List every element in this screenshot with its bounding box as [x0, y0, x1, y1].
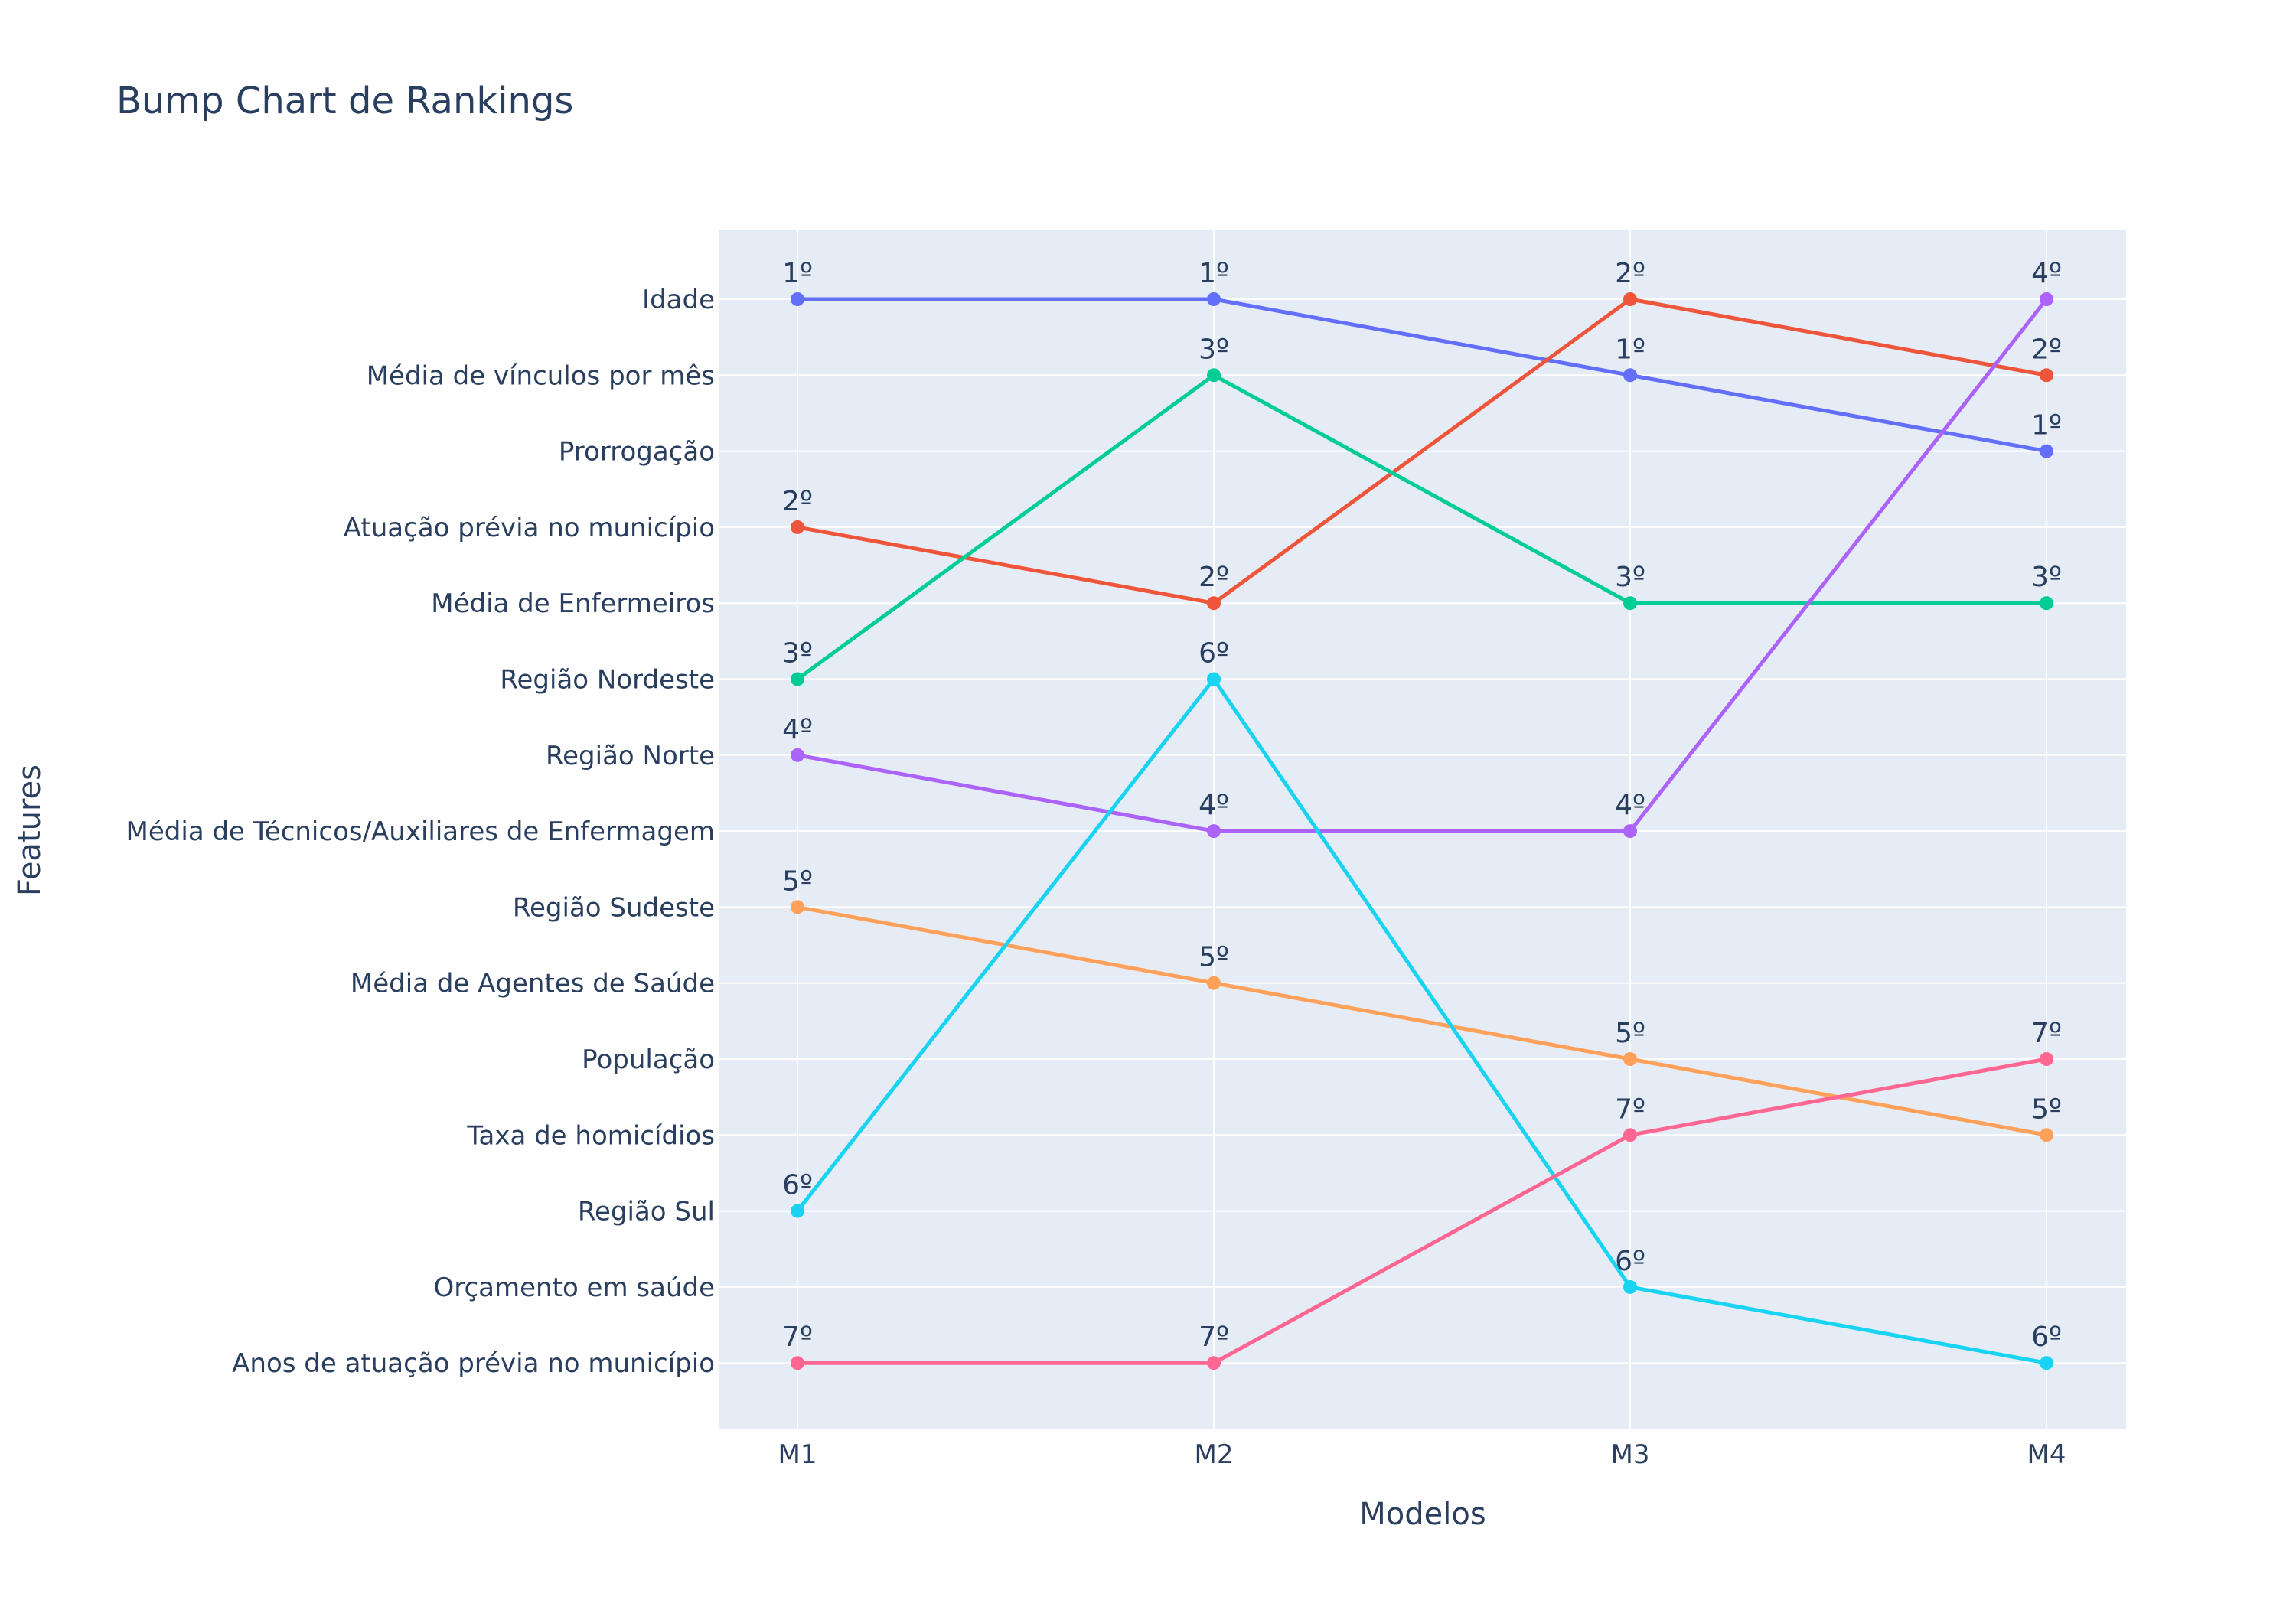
data-point — [2040, 444, 2053, 458]
y-tick-label: Prorrogação — [559, 437, 715, 468]
data-point — [791, 1356, 804, 1370]
series-line — [796, 677, 2047, 1365]
x-tick-label: M1 — [778, 1439, 817, 1470]
data-point — [2040, 1356, 2053, 1370]
series-line — [797, 298, 2048, 833]
x-axis-tick-labels: M1 M2 M3 M4 — [778, 1439, 2066, 1470]
data-label: 1º — [1199, 258, 1229, 289]
data-point — [2040, 1128, 2053, 1142]
x-tick-label: M4 — [2027, 1439, 2066, 1470]
chart-title: Bump Chart de Rankings — [116, 80, 573, 122]
data-label: 1º — [2031, 410, 2062, 442]
data-point — [1623, 1279, 1637, 1294]
y-tick-label: Idade — [642, 285, 715, 315]
x-tick-label: M2 — [1195, 1439, 1234, 1470]
data-label: 5º — [1615, 1018, 1645, 1049]
y-tick-label: Região Sudeste — [513, 892, 715, 923]
data-point — [1623, 1128, 1637, 1142]
data-point — [1207, 672, 1221, 686]
data-point — [1207, 824, 1221, 839]
y-axis-title: Features — [12, 764, 47, 896]
data-point — [1623, 292, 1637, 306]
data-label: 6º — [2031, 1322, 2062, 1353]
y-tick-label: Região Norte — [546, 741, 715, 771]
data-point — [791, 520, 804, 534]
series-4: 4º 4º 4º 4º — [782, 258, 2062, 839]
series-line — [797, 297, 2047, 605]
series-7: 7º 7º 7º 7º — [782, 1018, 2062, 1370]
y-tick-label: Anos de atuação prévia no município — [232, 1348, 715, 1379]
data-label: 3º — [1199, 334, 1229, 365]
series-line — [796, 373, 2047, 681]
data-point — [2040, 1052, 2053, 1066]
data-label: 2º — [1199, 562, 1229, 593]
data-point — [791, 1204, 804, 1218]
data-label: 6º — [1199, 638, 1229, 670]
data-point — [1207, 292, 1221, 306]
data-point — [791, 292, 804, 306]
data-point — [1623, 1052, 1637, 1066]
data-label: 2º — [782, 486, 813, 517]
data-point — [791, 748, 804, 762]
data-label: 5º — [782, 865, 813, 897]
data-point — [2040, 292, 2053, 306]
y-tick-label: Orçamento em saúde — [434, 1273, 716, 1303]
x-axis-title: Modelos — [1359, 1497, 1486, 1532]
data-point — [1207, 596, 1221, 611]
data-point — [1623, 824, 1637, 839]
y-tick-label: Média de Enfermeiros — [431, 588, 715, 619]
series-2: 2º 2º 2º 2º — [782, 258, 2062, 611]
series-6: 6º 6º 6º 6º — [782, 638, 2062, 1370]
y-tick-label: Região Sul — [578, 1197, 715, 1227]
series-line — [797, 1057, 2047, 1365]
data-point — [2040, 368, 2053, 383]
data-label: 1º — [782, 258, 813, 289]
data-label: 2º — [1615, 258, 1645, 289]
data-point — [1207, 976, 1221, 990]
y-tick-label: População — [582, 1045, 715, 1075]
data-label: 5º — [1199, 942, 1229, 973]
data-point — [791, 672, 804, 686]
data-label: 7º — [782, 1322, 813, 1353]
data-label: 6º — [782, 1170, 813, 1201]
series-group: 1º 1º 1º 1º 2º 2º 2º 2º 3º 3º 3º 3º 4º 4º 4º 4º 5º 5º 5º 5º… — [782, 258, 2062, 1370]
data-label: 7º — [1199, 1322, 1229, 1353]
data-point — [2040, 596, 2053, 611]
data-point — [1623, 368, 1637, 383]
data-label: 4º — [782, 714, 813, 745]
data-label: 4º — [2031, 258, 2062, 289]
data-label: 1º — [1615, 334, 1645, 365]
data-point — [1207, 1356, 1221, 1370]
data-point — [1623, 596, 1637, 611]
data-point — [1207, 368, 1221, 383]
y-tick-label: Média de Agentes de Saúde — [351, 969, 715, 999]
data-label: 7º — [1615, 1093, 1645, 1125]
data-label: 6º — [1615, 1246, 1645, 1277]
series-3: 3º 3º 3º 3º — [782, 334, 2062, 686]
y-tick-label: Média de Técnicos/Auxiliares de Enfermag… — [126, 816, 715, 847]
y-axis-tick-labels: Idade Média de vínculos por mês Prorrogaçã… — [126, 285, 715, 1379]
x-tick-label: M3 — [1611, 1439, 1650, 1470]
series-1: 1º 1º 1º 1º — [782, 258, 2062, 458]
data-label: 3º — [1615, 562, 1645, 593]
y-tick-label: Atuação prévia no município — [344, 513, 715, 543]
data-point — [791, 900, 804, 914]
y-tick-label: Taxa de homicídios — [466, 1120, 715, 1151]
data-label: 7º — [2031, 1018, 2062, 1049]
data-label: 4º — [1199, 790, 1229, 821]
data-label: 3º — [782, 638, 813, 670]
series-line — [797, 297, 2047, 454]
y-tick-label: Média de vínculos por mês — [367, 360, 715, 391]
y-tick-label: Região Nordeste — [500, 665, 715, 696]
data-label: 2º — [2031, 334, 2062, 365]
data-label: 3º — [2031, 562, 2062, 593]
data-label: 4º — [1615, 790, 1645, 821]
data-label: 5º — [2031, 1093, 2062, 1125]
